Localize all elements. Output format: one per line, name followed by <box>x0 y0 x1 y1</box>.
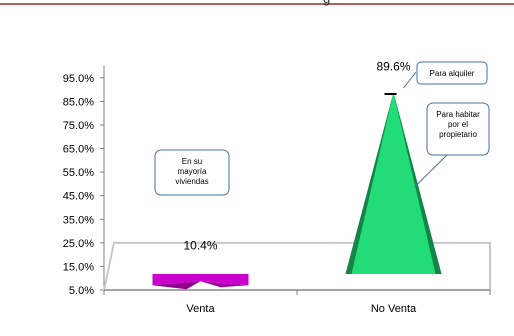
annotation-box <box>416 61 488 85</box>
annotation-pointer <box>414 154 448 188</box>
annotation-text: por el <box>448 120 468 129</box>
y-axis: 5.0% 15.0% 25.0% 35.0% 45.0% 55.0% 65.0% 75.0% 8… <box>63 66 105 297</box>
annotation-text: viviendas <box>175 177 208 186</box>
y-tick-label: 35.0% <box>63 214 94 226</box>
x-tick-label: No Venta <box>371 303 417 315</box>
bar-shadow <box>152 281 201 290</box>
bar-shape <box>345 92 442 275</box>
annotation-text: En su <box>182 157 202 166</box>
y-tick-label: 75.0% <box>63 120 94 132</box>
annotation-box <box>426 102 490 156</box>
bar-shape <box>152 274 249 286</box>
y-tick-label: 5.0% <box>69 285 94 297</box>
data-label: 89.6% <box>376 60 410 74</box>
bar-edge-left <box>345 92 394 275</box>
y-tick-label: 45.0% <box>63 191 94 203</box>
y-tick-label: 95.0% <box>63 73 94 85</box>
x-axis: Venta No Venta <box>103 289 491 315</box>
header-partial-title: g <box>323 0 330 6</box>
annotation-alquiler: Para alquiler <box>384 61 488 95</box>
y-tick-label: 15.0% <box>63 261 94 273</box>
data-labels: 10.4% 89.6% <box>183 60 410 253</box>
bars <box>152 92 442 290</box>
y-tick-label: 25.0% <box>63 238 94 250</box>
bar-venta <box>152 274 249 290</box>
y-tick-label: 65.0% <box>63 144 94 156</box>
annotation-box <box>154 149 230 196</box>
annotation-text: Para alquiler <box>430 69 475 78</box>
annotation-text: Para habitar <box>436 110 480 119</box>
y-tick-label: 85.0% <box>63 96 94 108</box>
bar-no-venta <box>345 92 442 275</box>
data-label: 10.4% <box>183 238 217 252</box>
y-tick-label: 55.0% <box>63 167 94 179</box>
annotation-text: propietario <box>439 130 477 139</box>
x-tick-label: Venta <box>186 303 215 315</box>
annotation-text: mayoría <box>178 167 207 176</box>
bar-shadow <box>200 281 249 288</box>
bar-edge-right <box>393 92 442 275</box>
annotation-pointer <box>403 71 417 89</box>
